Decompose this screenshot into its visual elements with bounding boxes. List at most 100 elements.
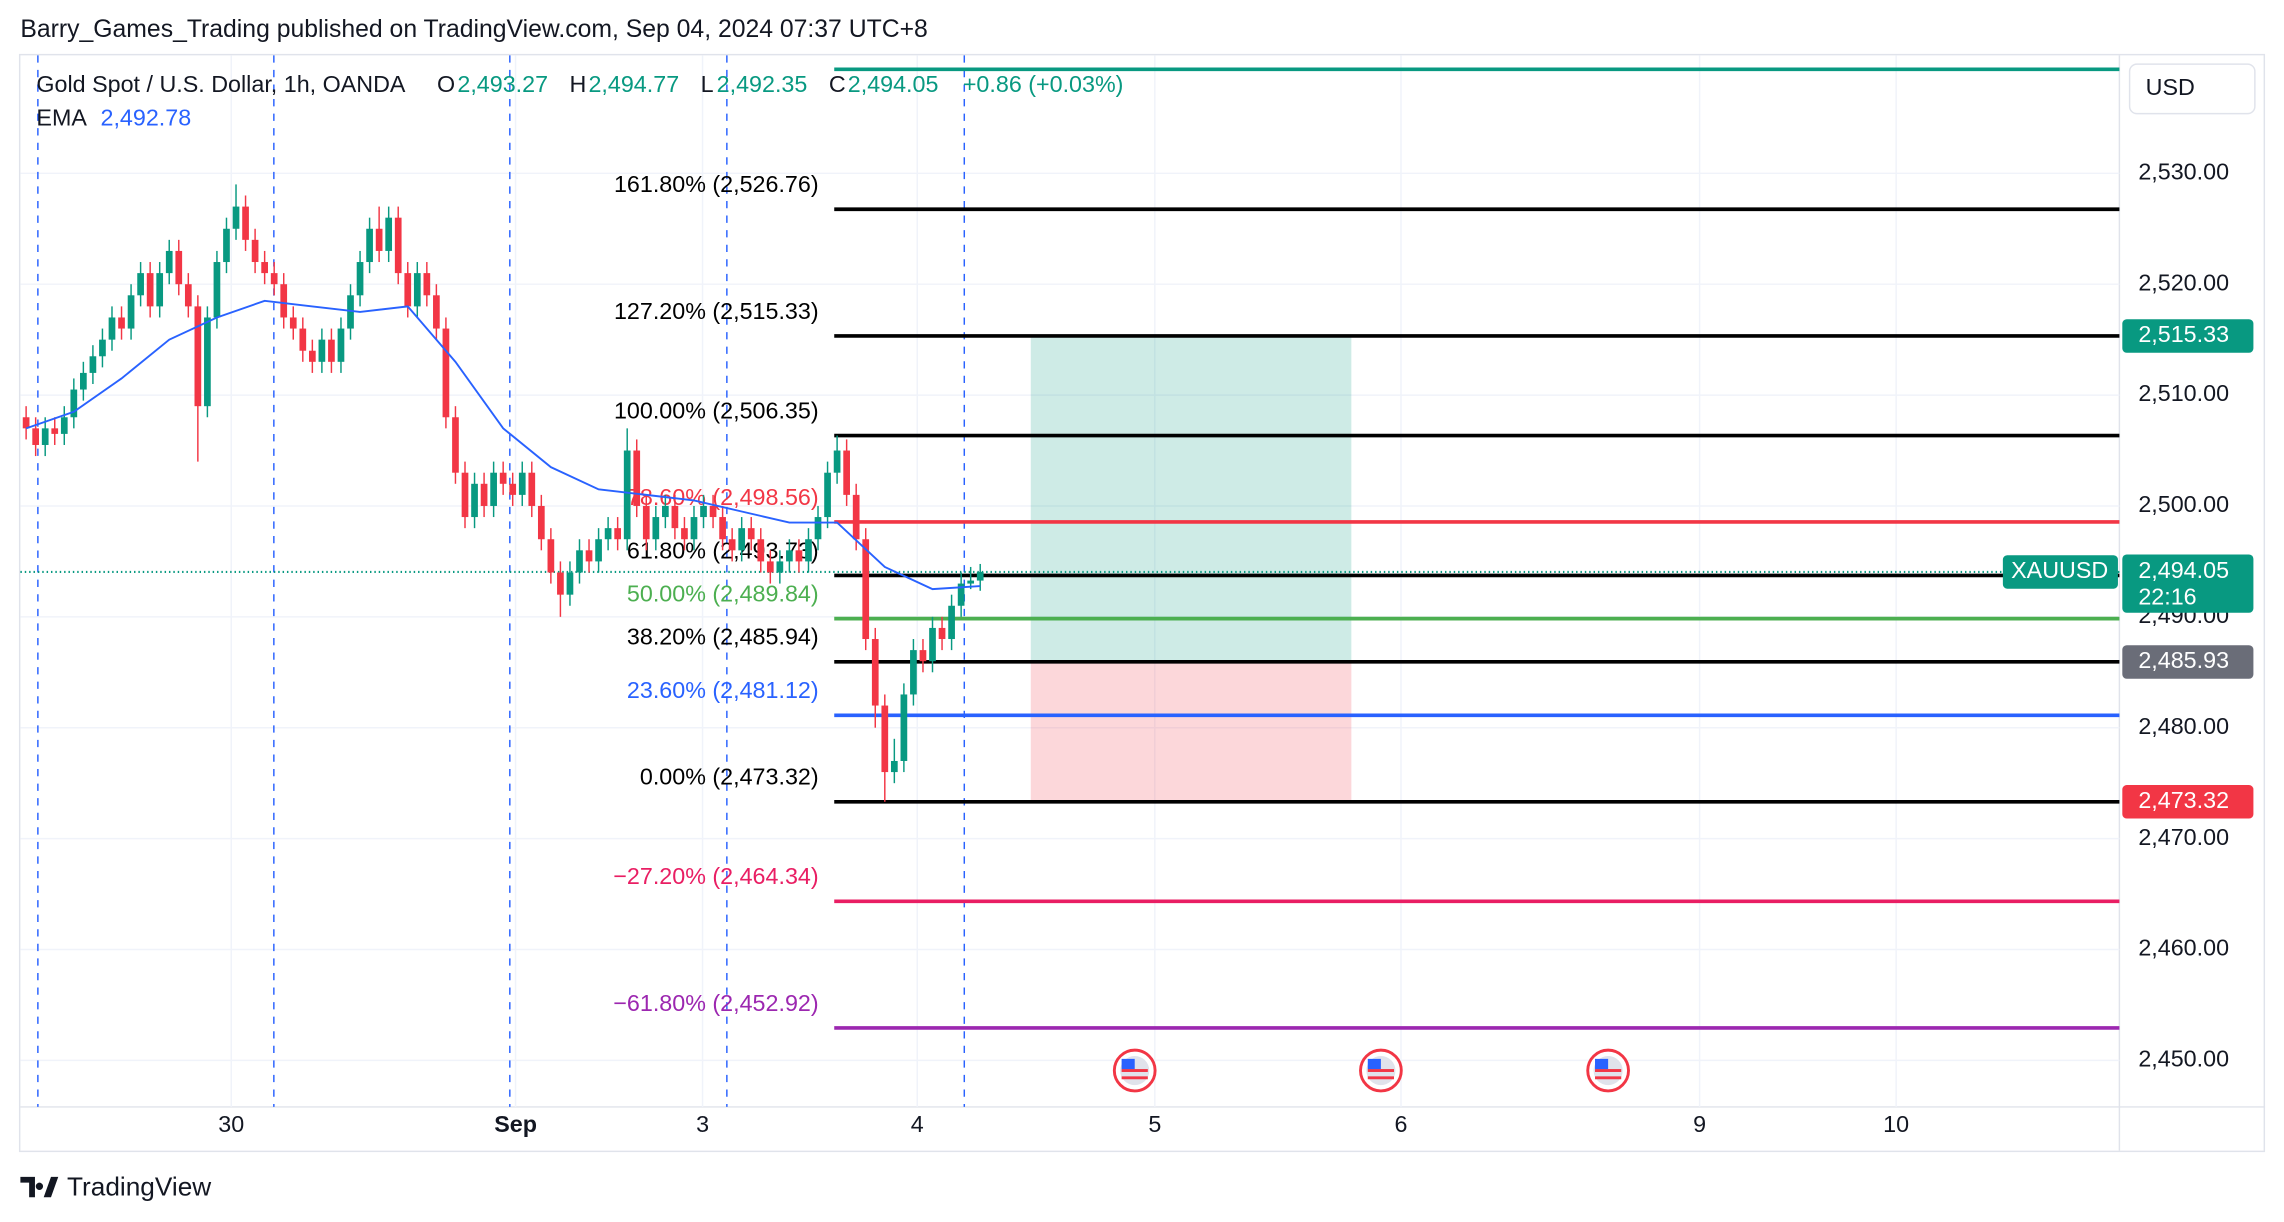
candle-body (747, 528, 755, 540)
price-tag (2122, 785, 2254, 819)
candle-body (929, 627, 936, 662)
fib-label: 50.00% (2,489.84) (627, 580, 819, 606)
candle-body (328, 339, 335, 362)
candle-body (948, 605, 955, 640)
candle-body (213, 262, 221, 318)
candle-body (413, 273, 421, 307)
x-tick-label: 5 (1148, 1111, 1161, 1137)
candle-body (652, 517, 660, 540)
candle-body (347, 295, 354, 329)
candle-body (709, 505, 717, 518)
candle-body (757, 539, 765, 562)
candle-body (60, 417, 68, 434)
y-tick-label: 2,450.00 (2138, 1046, 2229, 1072)
currency[interactable]: USD (2146, 74, 2195, 100)
us-event-flag[interactable] (1586, 1048, 1630, 1093)
candle-body (337, 328, 345, 362)
fib-label: −27.20% (2,464.34) (613, 863, 818, 889)
legend-h-label: H (570, 71, 587, 97)
candle-body (786, 550, 793, 562)
y-tick-label: 2,520.00 (2138, 269, 2229, 295)
candle-body (394, 217, 402, 274)
candle-body (919, 650, 927, 662)
candle-body (585, 550, 593, 562)
candle-body (890, 760, 898, 773)
loss-zone (1030, 661, 1352, 802)
candle-body (299, 328, 307, 351)
candle-body (366, 228, 373, 263)
candle-body (289, 317, 297, 329)
y-tick-label: 2,500.00 (2138, 491, 2229, 517)
candle-body (175, 250, 183, 285)
candle-body (70, 389, 78, 418)
candle-body (51, 428, 59, 434)
candle-body (423, 273, 431, 296)
candle-body (156, 273, 164, 307)
legend-c-label: C (829, 71, 846, 97)
candle-body (700, 505, 707, 518)
candle-body (280, 284, 288, 318)
candle-body (776, 561, 784, 573)
overlay: Gold Spot / U.S. Dollar, 1h, OANDA O 2,4… (20, 63, 2256, 1201)
candle-body (375, 228, 383, 251)
candle-body (976, 571, 984, 581)
countdown: 22:16 (2138, 583, 2196, 609)
candle-body (270, 273, 278, 285)
symbol-tag-label: XAUUSD (2011, 557, 2108, 583)
candle-body (385, 217, 393, 251)
candle-body (32, 428, 40, 445)
fib-label: 0.00% (2,473.32) (640, 764, 819, 790)
candle-body (108, 317, 116, 340)
candle-body (509, 483, 517, 495)
candle-body (738, 528, 746, 551)
candle-body (824, 472, 831, 518)
ema-value: 2,492.78 (101, 105, 192, 131)
fib-label: 100.00% (2,506.35) (614, 397, 819, 423)
candle-body (356, 262, 364, 296)
candle-body (232, 206, 240, 229)
candle-body (165, 250, 173, 274)
price-tag (2122, 319, 2254, 353)
candle-body (318, 339, 326, 362)
x-tick-label: 9 (1693, 1111, 1706, 1137)
chart-frame (18, 53, 2266, 1153)
footer-brand: TradingView (67, 1171, 211, 1201)
publish-header: Barry_Games_Trading published on Trading… (20, 16, 927, 43)
currency-button[interactable] (2128, 63, 2256, 115)
candle-body (127, 295, 135, 329)
candle-body (690, 517, 698, 540)
legend-o: 2,493.27 (457, 71, 548, 97)
candle-body (137, 273, 144, 296)
candle-body (671, 505, 679, 529)
candle-body (99, 339, 106, 357)
candle-body (843, 450, 850, 495)
fib-label: 161.80% (2,526.76) (614, 171, 819, 197)
legend-o-label: O (437, 71, 455, 97)
candle-body (576, 550, 583, 573)
candle-body (308, 350, 316, 362)
candle-body (461, 472, 469, 518)
y-tick-label: 2,470.00 (2138, 824, 2229, 850)
symbol-title: Gold Spot / U.S. Dollar, 1h, OANDA (36, 71, 405, 97)
candle-body (547, 539, 555, 573)
candle-body (528, 472, 536, 506)
x-tick-label: Sep (494, 1111, 537, 1137)
candle-body (251, 239, 259, 263)
candle-body (642, 505, 650, 540)
candle-body (223, 228, 230, 263)
candle-body (633, 450, 641, 506)
us-event-flag[interactable] (1359, 1048, 1403, 1093)
candle-body (938, 627, 946, 640)
us-event-flag[interactable] (1112, 1048, 1157, 1093)
candle-body (22, 417, 30, 429)
candle-body (728, 539, 736, 551)
y-tick-label: 2,530.00 (2138, 158, 2229, 184)
candle-body (766, 561, 774, 573)
candle-body (614, 528, 622, 540)
candle-body (518, 472, 526, 495)
candle-body (623, 450, 631, 540)
legend-c: 2,494.05 (848, 71, 939, 97)
candle-body (957, 583, 965, 606)
